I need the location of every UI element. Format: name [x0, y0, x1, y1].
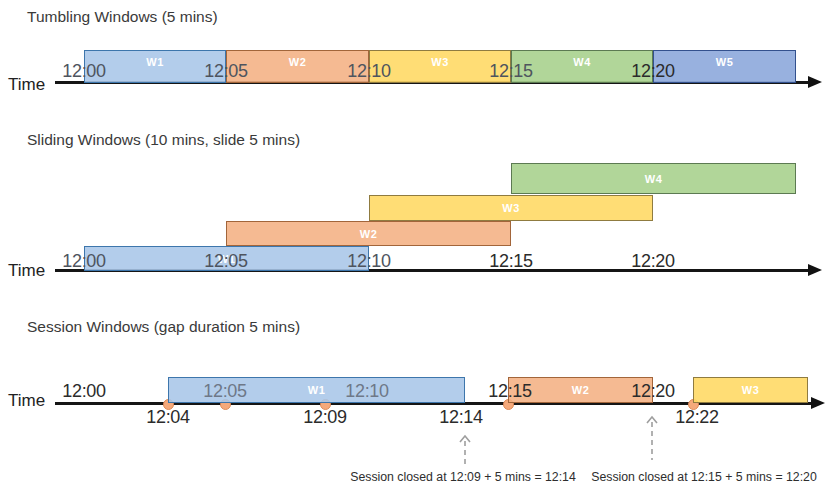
- tumbling-tick-1220: 12:20: [628, 64, 678, 79]
- session-event-label-1214: 12:14: [436, 410, 486, 425]
- session-window-w2-label: W2: [572, 384, 589, 396]
- sliding-window-w2: W2: [226, 221, 511, 246]
- tumbling-window-w3-label: W3: [431, 56, 448, 68]
- session-close-annotation-1: Session closed at 12:09 + 5 mins = 12:14: [342, 470, 584, 484]
- tumbling-window-w5-label: W5: [716, 56, 733, 68]
- session-window-w1-label: W1: [308, 384, 325, 396]
- session-close-annotation-2: Session closed at 12:15 + 5 mins = 12:20: [580, 470, 828, 484]
- tumbling-tick-1215: 12:15: [486, 64, 536, 79]
- sliding-window-w4-label: W4: [645, 173, 662, 185]
- session-window-w3-label: W3: [742, 384, 759, 396]
- sliding-tick-1210: 12:10: [344, 254, 394, 269]
- tumbling-tick-1210: 12:10: [344, 64, 394, 79]
- sliding-section-title: Sliding Windows (10 mins, slide 5 mins): [27, 131, 300, 149]
- sliding-window-w4: W4: [511, 163, 796, 194]
- session-event-label-1209: 12:09: [300, 410, 350, 425]
- tumbling-window-w4-label: W4: [573, 56, 590, 68]
- session-tick-1210: 12:10: [342, 384, 392, 399]
- sliding-tick-1205: 12:05: [201, 254, 251, 269]
- sliding-tick-1220: 12:20: [628, 254, 678, 269]
- tumbling-timeline-arrowhead-icon: [808, 76, 822, 88]
- session-timeline-arrowhead-icon: [811, 397, 825, 409]
- tumbling-section-title: Tumbling Windows (5 mins): [27, 8, 218, 26]
- session-time-label: Time: [8, 391, 45, 411]
- session-section-title: Session Windows (gap duration 5 mins): [27, 318, 300, 336]
- session-event-label-1204: 12:04: [143, 410, 193, 425]
- tumbling-tick-1200: 12:00: [59, 64, 109, 79]
- windowing-diagram: Tumbling Windows (5 mins) Time W1 W2 W3 …: [0, 0, 829, 498]
- session-tick-1215: 12:15: [485, 384, 535, 399]
- sliding-window-w2-label: W2: [360, 228, 377, 240]
- sliding-tick-1215: 12:15: [486, 254, 536, 269]
- tumbling-tick-1205: 12:05: [201, 64, 251, 79]
- sliding-timeline-arrowhead-icon: [808, 264, 822, 276]
- session-tick-1205: 12:05: [200, 384, 250, 399]
- sliding-time-label: Time: [8, 261, 45, 281]
- sliding-window-w3-label: W3: [502, 202, 519, 214]
- tumbling-time-label: Time: [8, 75, 45, 95]
- session-event-label-1222: 12:22: [672, 410, 722, 425]
- session-window-w3: W3: [693, 377, 808, 403]
- session-close-arrow-1220-icon: [645, 415, 659, 462]
- sliding-window-w3: W3: [369, 195, 653, 221]
- tumbling-window-w2-label: W2: [289, 56, 306, 68]
- session-close-arrow-1214-icon: [458, 434, 472, 470]
- tumbling-window-w1-label: W1: [146, 56, 163, 68]
- sliding-tick-1200: 12:00: [59, 254, 109, 269]
- session-tick-1200: 12:00: [59, 384, 109, 399]
- session-tick-1220: 12:20: [628, 384, 678, 399]
